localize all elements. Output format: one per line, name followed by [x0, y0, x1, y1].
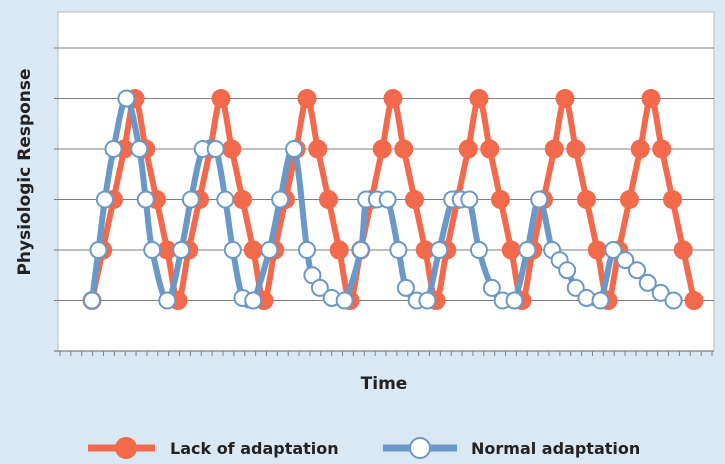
- data-point: [298, 241, 316, 259]
- data-point: [308, 139, 328, 159]
- data-point: [405, 190, 424, 209]
- x-axis: [54, 350, 714, 356]
- data-point: [530, 190, 549, 209]
- data-point: [458, 139, 478, 159]
- data-point: [480, 139, 500, 159]
- data-point: [117, 89, 136, 108]
- data-point: [329, 240, 349, 260]
- data-point: [136, 190, 155, 209]
- series-normal-adaptation: [83, 89, 683, 310]
- data-point: [482, 278, 501, 297]
- data-point: [285, 140, 304, 158]
- data-point: [83, 291, 101, 310]
- data-point: [628, 261, 647, 280]
- data-point: [297, 89, 317, 108]
- series-layer: [82, 89, 704, 310]
- data-point: [216, 190, 235, 209]
- data-point: [206, 140, 225, 158]
- y-axis-title: Physiologic Response: [15, 68, 35, 275]
- data-point: [630, 139, 650, 159]
- data-point: [604, 241, 623, 259]
- data-point: [319, 190, 338, 209]
- data-point: [544, 139, 564, 159]
- data-point: [130, 140, 149, 158]
- data-point: [372, 139, 392, 159]
- data-point: [616, 251, 635, 270]
- legend-label-normal-adaptation: Normal adaptation: [471, 439, 640, 458]
- legend-item-normal-adaptation: Normal adaptation: [383, 437, 640, 459]
- data-point: [104, 140, 123, 158]
- data-point: [351, 241, 370, 259]
- data-point: [460, 190, 479, 209]
- data-point: [652, 139, 672, 159]
- data-point: [394, 139, 414, 159]
- data-point: [158, 291, 177, 310]
- data-point: [638, 273, 657, 292]
- legend-item-lack-of-adaptation: Lack of adaptation: [88, 437, 339, 459]
- data-point: [418, 291, 437, 310]
- data-point: [663, 190, 682, 209]
- data-point: [430, 241, 449, 259]
- data-point: [558, 261, 577, 280]
- data-point: [469, 89, 489, 108]
- legend-marker-lack-of-adaptation: [115, 437, 137, 459]
- data-point: [260, 241, 279, 259]
- data-point: [491, 190, 510, 209]
- data-point: [211, 89, 231, 108]
- data-point: [310, 278, 329, 297]
- data-point: [505, 291, 524, 310]
- data-point: [555, 89, 575, 108]
- data-point: [651, 283, 670, 302]
- data-point: [244, 291, 263, 310]
- data-point: [378, 190, 397, 209]
- legend: Lack of adaptation Normal adaptation: [88, 437, 640, 459]
- data-point: [501, 240, 521, 260]
- data-point: [566, 139, 586, 159]
- data-point: [243, 240, 263, 260]
- data-point: [335, 291, 354, 310]
- data-point: [641, 89, 661, 108]
- data-point: [470, 241, 488, 259]
- data-point: [389, 241, 408, 259]
- data-point: [271, 190, 290, 209]
- legend-label-lack-of-adaptation: Lack of adaptation: [170, 439, 339, 458]
- x-axis-title: Time: [361, 374, 408, 394]
- data-point: [620, 190, 639, 209]
- data-point: [396, 278, 415, 297]
- data-point: [143, 241, 162, 259]
- data-point: [518, 241, 537, 259]
- data-point: [566, 278, 585, 297]
- data-point: [684, 291, 704, 310]
- legend-marker-normal-adaptation: [409, 437, 431, 459]
- data-point: [233, 190, 252, 209]
- data-point: [587, 240, 607, 260]
- data-point: [172, 241, 191, 259]
- data-point: [181, 190, 200, 209]
- data-point: [664, 291, 683, 310]
- data-point: [223, 241, 242, 259]
- data-point: [577, 190, 596, 209]
- data-point: [222, 139, 242, 159]
- data-point: [591, 291, 610, 310]
- data-point: [383, 89, 403, 108]
- data-point: [89, 241, 108, 259]
- data-point: [95, 190, 114, 209]
- data-point: [673, 240, 693, 260]
